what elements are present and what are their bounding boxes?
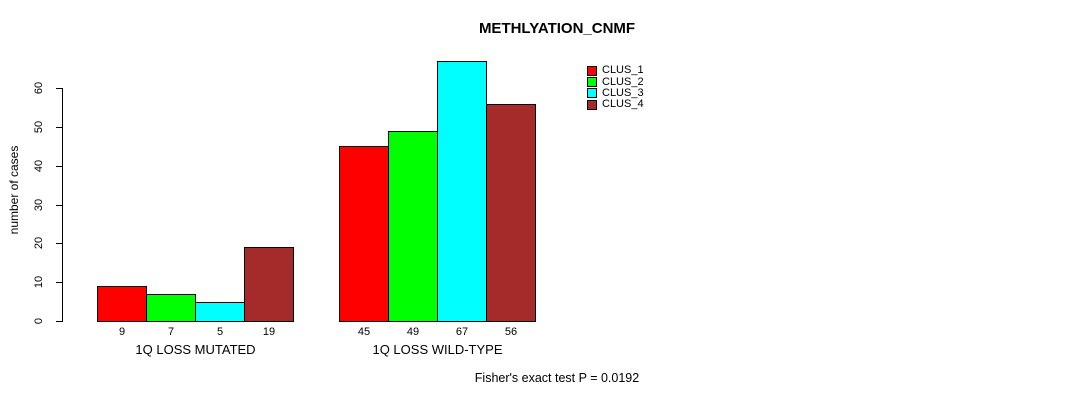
bar-value-label: 19 <box>262 326 276 338</box>
legend-item-clus-1: CLUS_1 <box>587 65 644 76</box>
chart-title: METHLYATION_CNMF <box>478 20 636 37</box>
y-axis-tick <box>56 166 62 167</box>
bar-clus-3-group2 <box>437 61 487 322</box>
annotation-text: Fisher's exact test P = 0.0192 <box>474 371 640 385</box>
y-axis-tick <box>56 88 62 89</box>
y-axis-tick-label: 40 <box>33 159 45 173</box>
y-axis-tick-label: 50 <box>33 120 45 134</box>
bar-clus-3-group1 <box>195 302 245 322</box>
legend: CLUS_1 CLUS_2 CLUS_3 CLUS_4 <box>587 65 644 111</box>
category-label: 1Q LOSS WILD-TYPE <box>372 342 503 357</box>
legend-item-clus-3: CLUS_3 <box>587 86 644 99</box>
y-axis-tick <box>56 321 62 322</box>
bar-value-label: 7 <box>167 326 175 338</box>
bar-value-label: 5 <box>216 326 224 338</box>
legend-item-clus-2: CLUS_2 <box>587 75 644 88</box>
legend-swatch-clus-4 <box>587 99 597 110</box>
bar-clus-1-group1 <box>97 286 147 322</box>
legend-label-clus-4: CLUS_4 <box>602 98 644 111</box>
bar-clus-4-group1 <box>244 247 294 322</box>
legend-label-clus-2: CLUS_2 <box>602 75 644 88</box>
y-axis-tick <box>56 205 62 206</box>
y-axis-tick <box>56 243 62 244</box>
y-axis-label: number of cases <box>7 145 21 235</box>
bar-clus-1-group2 <box>339 146 389 322</box>
y-axis-tick <box>56 127 62 128</box>
legend-swatch-clus-1 <box>587 65 597 76</box>
bar-clus-2-group2 <box>388 131 438 322</box>
y-axis-tick-label: 30 <box>33 198 45 212</box>
legend-swatch-clus-3 <box>587 88 597 99</box>
bar-value-label: 49 <box>406 326 420 338</box>
bar-value-label: 9 <box>118 326 126 338</box>
y-axis-tick-label: 0 <box>33 317 45 325</box>
y-axis-line <box>62 88 63 322</box>
y-axis-tick <box>56 282 62 283</box>
bar-value-label: 67 <box>455 326 469 338</box>
y-axis-tick-label: 10 <box>33 275 45 289</box>
bar-value-label: 45 <box>357 326 371 338</box>
y-axis-tick-label: 60 <box>33 81 45 95</box>
legend-item-clus-4: CLUS_4 <box>587 99 644 110</box>
bar-clus-4-group2 <box>486 104 536 322</box>
legend-label-clus-3: CLUS_3 <box>602 86 644 99</box>
category-label: 1Q LOSS MUTATED <box>135 342 256 357</box>
legend-label-clus-1: CLUS_1 <box>602 64 644 77</box>
y-axis-tick-label: 20 <box>33 236 45 250</box>
bar-clus-2-group1 <box>146 294 196 322</box>
legend-swatch-clus-2 <box>587 77 597 88</box>
bar-value-label: 56 <box>504 326 518 338</box>
